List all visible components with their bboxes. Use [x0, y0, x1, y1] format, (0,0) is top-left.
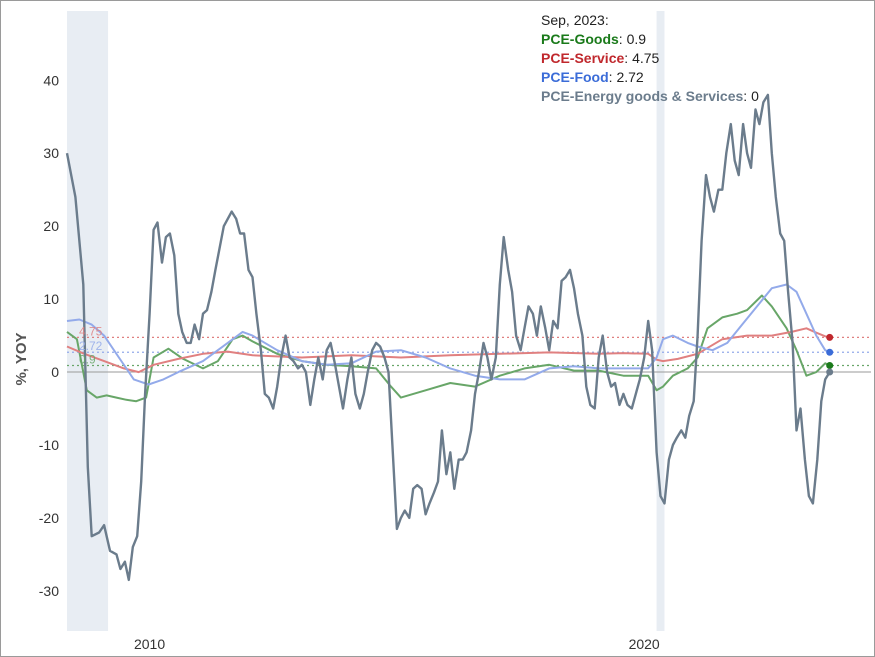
x-tick-label: 2010: [134, 636, 165, 652]
tooltip-value-energy: 0: [751, 88, 759, 104]
tooltip-series-food: PCE-Food: [541, 69, 609, 85]
tooltip-value-goods: 0.9: [626, 31, 647, 47]
y-tick-label: 30: [43, 145, 59, 161]
tooltip-series-goods: PCE-Goods: [541, 31, 619, 47]
y-axis-ticks: -30 -20 -10 0 10 20 30 40: [39, 72, 59, 599]
series-line-3: [65, 93, 831, 582]
tooltip-row-food: PCE-Food: 2.72: [541, 69, 644, 85]
tooltip-row-service: PCE-Service: 4.75: [541, 50, 660, 66]
tooltip-value-service: 4.75: [632, 50, 660, 66]
y-tick-label: 40: [43, 72, 59, 88]
end-labels: 0.9 4.752.72: [79, 324, 103, 366]
series-end-marker-1: [826, 333, 834, 341]
tooltip-row-goods: PCE-Goods: 0.9: [541, 31, 647, 47]
tooltip-row-energy: PCE-Energy goods & Services: 0: [541, 88, 759, 104]
y-tick-label: -10: [39, 437, 59, 453]
series-end-marker-2: [826, 348, 834, 356]
tooltip-series-service: PCE-Service: [541, 50, 625, 66]
latest-value-label-2: 2.72: [79, 339, 103, 353]
tooltip-value-food: 2.72: [616, 69, 644, 85]
y-axis-title: %, YOY: [13, 332, 30, 385]
hover-tooltip: Sep, 2023: PCE-Goods: 0.9 PCE-Service: 4…: [541, 11, 759, 106]
y-tick-label: 10: [43, 291, 59, 307]
series-line-1: [66, 327, 830, 374]
y-tick-label: 20: [43, 218, 59, 234]
tooltip-series-energy: PCE-Energy goods & Services: [541, 88, 744, 104]
series-line-2: [66, 283, 831, 386]
x-tick-label: 2020: [629, 636, 660, 652]
latest-value-label-0: 0.9: [79, 352, 96, 366]
series-end-marker-0: [826, 361, 834, 369]
series-lines: [65, 93, 831, 582]
x-axis-ticks: 2010 2020: [134, 636, 660, 652]
recession-band-1: [656, 11, 665, 631]
series-end-marker-3: [826, 368, 834, 376]
tooltip-date: Sep, 2023:: [541, 12, 609, 28]
latest-value-label-1: 4.75: [79, 324, 103, 338]
y-tick-label: -20: [39, 510, 59, 526]
y-tick-label: 0: [51, 364, 59, 380]
end-markers: [826, 333, 834, 376]
y-tick-label: -30: [39, 583, 59, 599]
